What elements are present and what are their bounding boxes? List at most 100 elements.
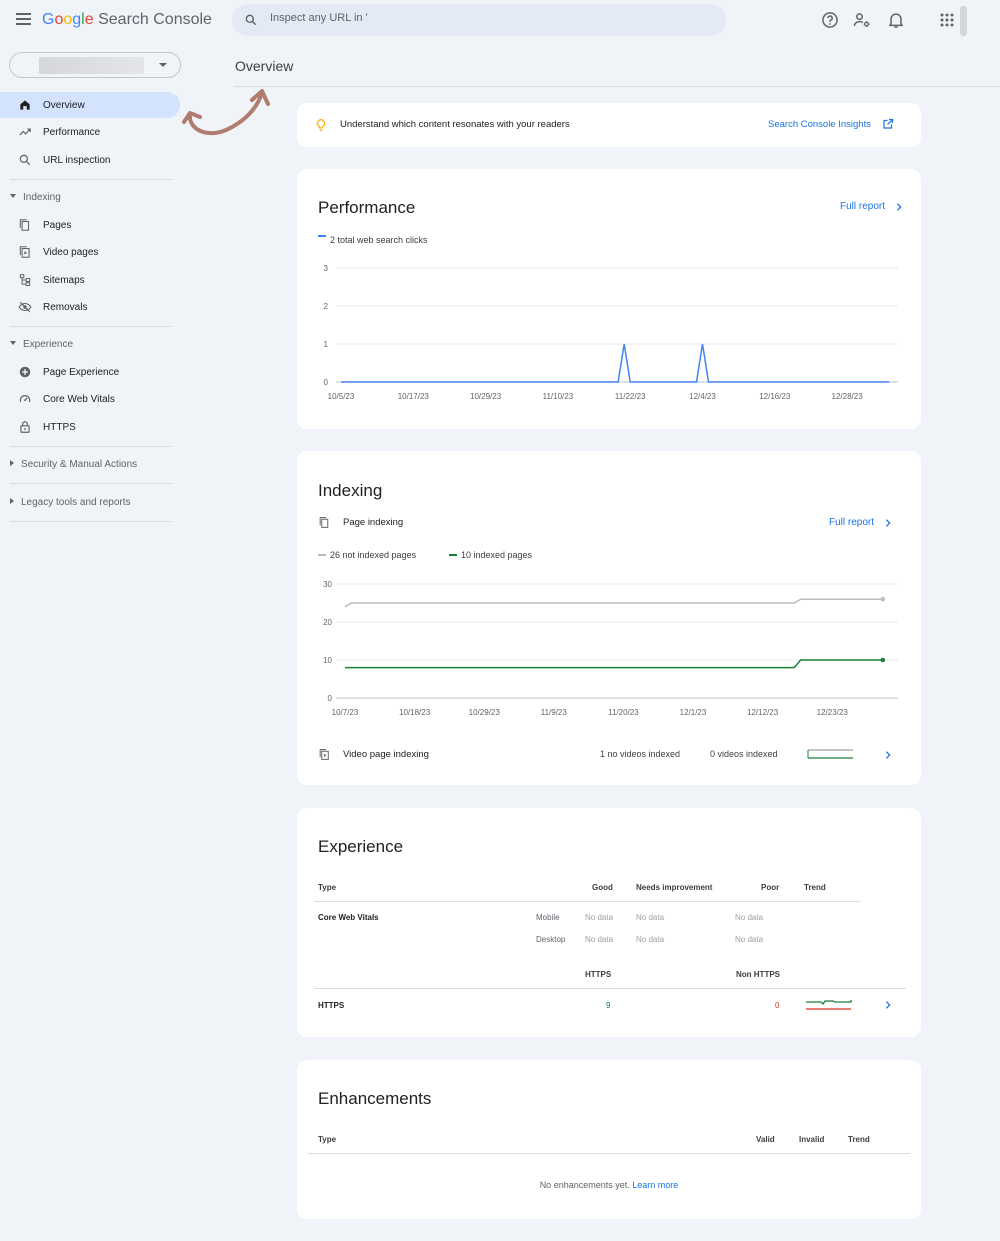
x-tick-label: 11/22/23 [615,392,646,401]
https-row-label[interactable]: HTTPS [318,1001,345,1010]
url-inspection-search[interactable] [232,4,726,36]
legend-clicks[interactable]: 2 total web search clicks [330,235,428,245]
mobile-poor-value: No data [735,913,764,922]
experience-card: Experience Type Good Needs improvement P… [297,808,921,1037]
header-valid: Valid [756,1135,775,1144]
card-title: Enhancements [318,1089,432,1108]
sidebar-divider [10,326,172,327]
card-title: Indexing [318,481,383,500]
header-type: Type [318,1135,337,1144]
series-line [341,343,890,383]
sidebar-item-performance[interactable]: Performance [0,119,180,145]
series-line [345,659,883,669]
y-tick-label: 0 [324,378,329,387]
non-https-count: 0 [775,1001,780,1010]
sidebar-divider [10,446,172,447]
annotation-arrow-icon [182,89,270,136]
lightbulb-icon [316,119,326,131]
sidebar-section-indexing[interactable]: Indexing [10,192,61,203]
cwv-row-label[interactable]: Core Web Vitals [318,913,379,922]
sidebar-divider [10,179,172,180]
header-type: Type [318,883,337,892]
open-in-new-icon[interactable] [882,118,894,130]
chevron-right-icon[interactable] [883,999,893,1011]
sidebar-item-pages[interactable]: Pages [0,212,180,238]
trending-up-icon [19,128,31,136]
x-tick-label: 12/23/23 [817,708,849,717]
sidebar-item-core-web-vitals[interactable]: Core Web Vitals [0,386,180,412]
desktop-good-value: No data [585,935,614,944]
video-trend-sparkline [807,749,853,759]
legend-swatch [318,554,326,556]
help-icon[interactable] [820,10,840,30]
sidebar-item-label: Page Experience [43,367,120,378]
chevron-down-icon [159,63,167,67]
performance-full-report-link[interactable]: Full report [840,201,886,212]
https-count: 9 [606,1001,611,1010]
performance-chart: 0 1 2 3 10/5/23 10/17/23 10/29/23 11/10/23 11/22… [324,264,898,401]
y-tick-label: 2 [324,302,329,311]
page-experience-icon [19,366,31,378]
sidebar-item-video-pages[interactable]: Video pages [0,239,180,265]
chevron-right-icon[interactable] [883,517,893,529]
sidebar-section-legacy[interactable]: Legacy tools and reports [10,497,131,508]
header-https: HTTPS [585,970,612,979]
search-console-insights-link[interactable]: Search Console Insights [768,119,871,130]
sidebar-item-sitemaps[interactable]: Sitemaps [0,267,180,293]
legend-indexed[interactable]: 10 indexed pages [461,550,533,560]
apps-icon[interactable] [937,10,957,30]
mobile-needs-value: No data [636,913,665,922]
collapse-icon [10,341,16,346]
y-tick-label: 0 [328,694,333,703]
search-input[interactable] [270,12,710,24]
sidebar-item-removals[interactable]: Removals [0,294,180,320]
performance-card: Performance Full report 2 total web sear… [297,169,921,429]
notifications-icon[interactable] [886,10,906,30]
section-title: Experience [23,339,74,350]
sidebar-item-url-inspection[interactable]: URL inspection [0,147,180,173]
x-tick-label: 10/17/23 [398,392,430,401]
app-logo[interactable]: Google Search Console [42,11,212,29]
legend-not-indexed[interactable]: 26 not indexed pages [330,550,417,560]
sidebar-item-label: URL inspection [43,155,111,166]
scrollbar[interactable] [960,6,967,36]
section-title: Security & Manual Actions [21,459,138,470]
x-tick-label: 12/16/23 [759,392,791,401]
series-end-point [880,596,886,602]
sidebar-item-label: HTTPS [43,422,76,433]
search-icon [245,14,257,26]
empty-state-text: No enhancements yet. [539,1180,630,1190]
chevron-right-icon[interactable] [894,201,904,213]
x-tick-label: 11/9/23 [541,708,568,717]
enhancements-card: Enhancements Type Valid Invalid Trend No… [297,1060,921,1219]
y-tick-label: 30 [323,580,332,589]
removals-icon [18,301,32,313]
indexing-full-report-link[interactable]: Full report [829,517,875,528]
sidebar-item-page-experience[interactable]: Page Experience [0,359,180,385]
video-pages-icon [19,246,30,258]
mobile-good-value: No data [585,913,614,922]
x-tick-label: 10/29/23 [470,392,502,401]
video-indexed-count: 0 videos indexed [710,749,778,759]
header-trend: Trend [804,883,826,892]
sidebar-item-https[interactable]: HTTPS [0,414,180,440]
menu-icon[interactable] [16,13,31,25]
property-selector[interactable] [9,52,181,78]
chevron-right-icon[interactable] [883,749,893,761]
x-tick-label: 11/10/23 [543,392,574,401]
google-wordmark: Google [42,11,94,28]
learn-more-link[interactable]: Learn more [632,1180,679,1190]
x-tick-label: 12/12/23 [747,708,779,717]
sidebar-section-security[interactable]: Security & Manual Actions [10,459,137,470]
https-trend-sparkline [806,1000,852,1010]
collapse-icon [10,194,16,199]
sidebar-item-overview[interactable]: Overview [0,92,180,118]
manage-users-icon[interactable] [852,10,872,30]
y-tick-label: 20 [323,618,332,627]
header-needs-improvement: Needs improvement [636,883,713,892]
header-good: Good [592,883,613,892]
empty-state: No enhancements yet. Learn more [297,1180,921,1190]
sidebar-section-experience[interactable]: Experience [10,339,73,350]
x-tick-label: 12/1/23 [680,708,707,717]
video-pages-icon [319,749,329,760]
